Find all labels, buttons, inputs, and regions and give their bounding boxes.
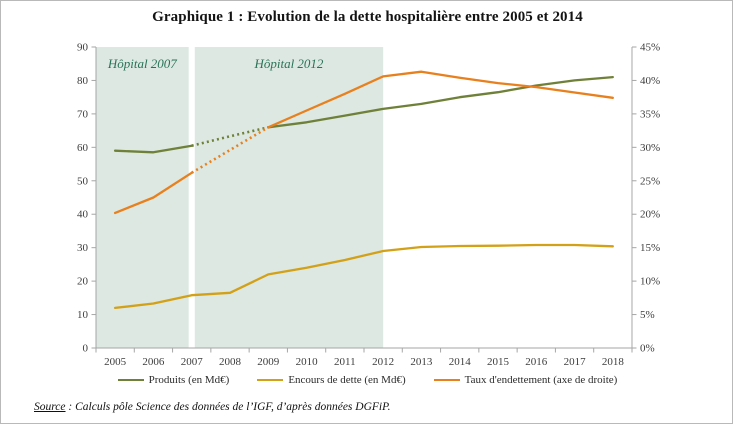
series-line-2-dotted: [191, 126, 269, 174]
chart-legend: Produits (en Md€) Encours de dette (en M…: [1, 374, 732, 386]
region-band-1: [194, 47, 384, 348]
svg-text:15%: 15%: [640, 242, 660, 254]
svg-text:90: 90: [77, 42, 89, 54]
legend-item-produits: Produits (en Md€): [117, 374, 230, 386]
svg-text:40: 40: [77, 209, 89, 221]
region-band-0: [96, 47, 189, 348]
svg-text:2017: 2017: [564, 356, 587, 368]
svg-text:10%: 10%: [640, 276, 660, 288]
series-line-0: [267, 75, 614, 129]
region-label-0: Hôpital 2007: [107, 56, 177, 71]
svg-text:2007: 2007: [181, 356, 204, 368]
series-line-2: [113, 171, 193, 215]
svg-text:2014: 2014: [449, 356, 472, 368]
svg-text:30%: 30%: [640, 142, 660, 154]
svg-text:45%: 45%: [640, 42, 660, 54]
svg-text:2018: 2018: [602, 356, 625, 368]
source-label: Source: [34, 401, 66, 413]
svg-text:2009: 2009: [257, 356, 280, 368]
svg-text:2015: 2015: [487, 356, 510, 368]
svg-text:80: 80: [77, 75, 89, 87]
svg-text:60: 60: [77, 142, 89, 154]
legend-label-produits: Produits (en Md€): [148, 374, 230, 386]
svg-text:70: 70: [77, 108, 89, 120]
legend-item-encours: Encours de dette (en Md€): [257, 374, 406, 386]
svg-text:30: 30: [77, 242, 89, 254]
produits-line-swatch: [117, 378, 144, 382]
svg-text:10: 10: [77, 309, 89, 321]
chart-title: Graphique 1 : Evolution de la dette hosp…: [152, 9, 583, 25]
svg-text:2008: 2008: [219, 356, 242, 368]
svg-text:0%: 0%: [640, 343, 655, 355]
svg-text:2010: 2010: [296, 356, 319, 368]
svg-text:2006: 2006: [142, 356, 165, 368]
svg-text:2016: 2016: [525, 356, 548, 368]
encours-line-swatch: [257, 378, 284, 382]
svg-text:25%: 25%: [640, 175, 660, 187]
svg-text:2013: 2013: [410, 356, 433, 368]
legend-label-taux: Taux d'endettement (axe de droite): [464, 374, 618, 386]
svg-text:35%: 35%: [640, 108, 660, 120]
region-label-1: Hôpital 2012: [253, 56, 323, 71]
taux-line-swatch: [433, 378, 460, 382]
legend-label-encours: Encours de dette (en Md€): [288, 374, 406, 386]
legend-item-taux: Taux d'endettement (axe de droite): [433, 374, 618, 386]
series-line-1: [113, 243, 614, 310]
source-text: : Calculs pôle Science des données de l’…: [65, 401, 391, 413]
svg-text:5%: 5%: [640, 309, 655, 321]
svg-text:20: 20: [77, 276, 89, 288]
svg-text:50: 50: [77, 175, 89, 187]
series-line-0: [113, 144, 193, 154]
svg-text:0: 0: [83, 343, 89, 355]
svg-text:2012: 2012: [372, 356, 394, 368]
series-line-2: [267, 70, 614, 129]
svg-text:20%: 20%: [640, 209, 660, 221]
svg-text:40%: 40%: [640, 75, 660, 87]
svg-text:2011: 2011: [334, 356, 356, 368]
source-note: Source : Calculs pôle Science des donnée…: [34, 401, 391, 413]
svg-text:2005: 2005: [104, 356, 127, 368]
